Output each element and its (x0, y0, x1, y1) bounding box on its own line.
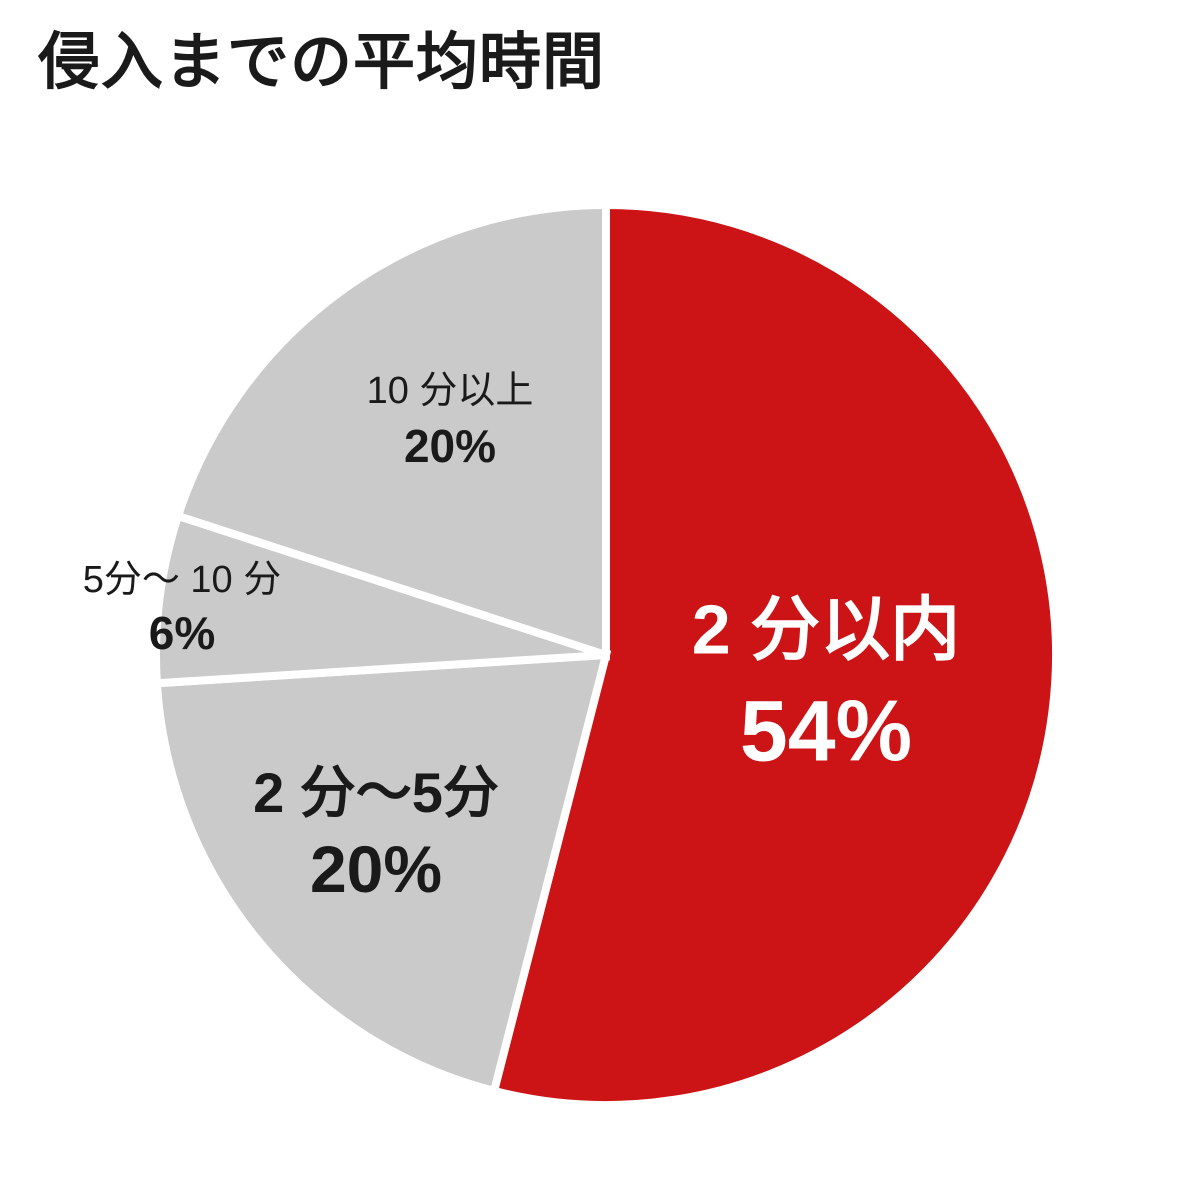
pie-slice-1 (152, 650, 612, 1096)
pie-slice-2 (152, 510, 608, 688)
pie-slice-0 (489, 200, 1060, 1109)
chart-title: 侵入までの平均時間 (38, 28, 606, 97)
pie-slice-3 (172, 200, 610, 661)
